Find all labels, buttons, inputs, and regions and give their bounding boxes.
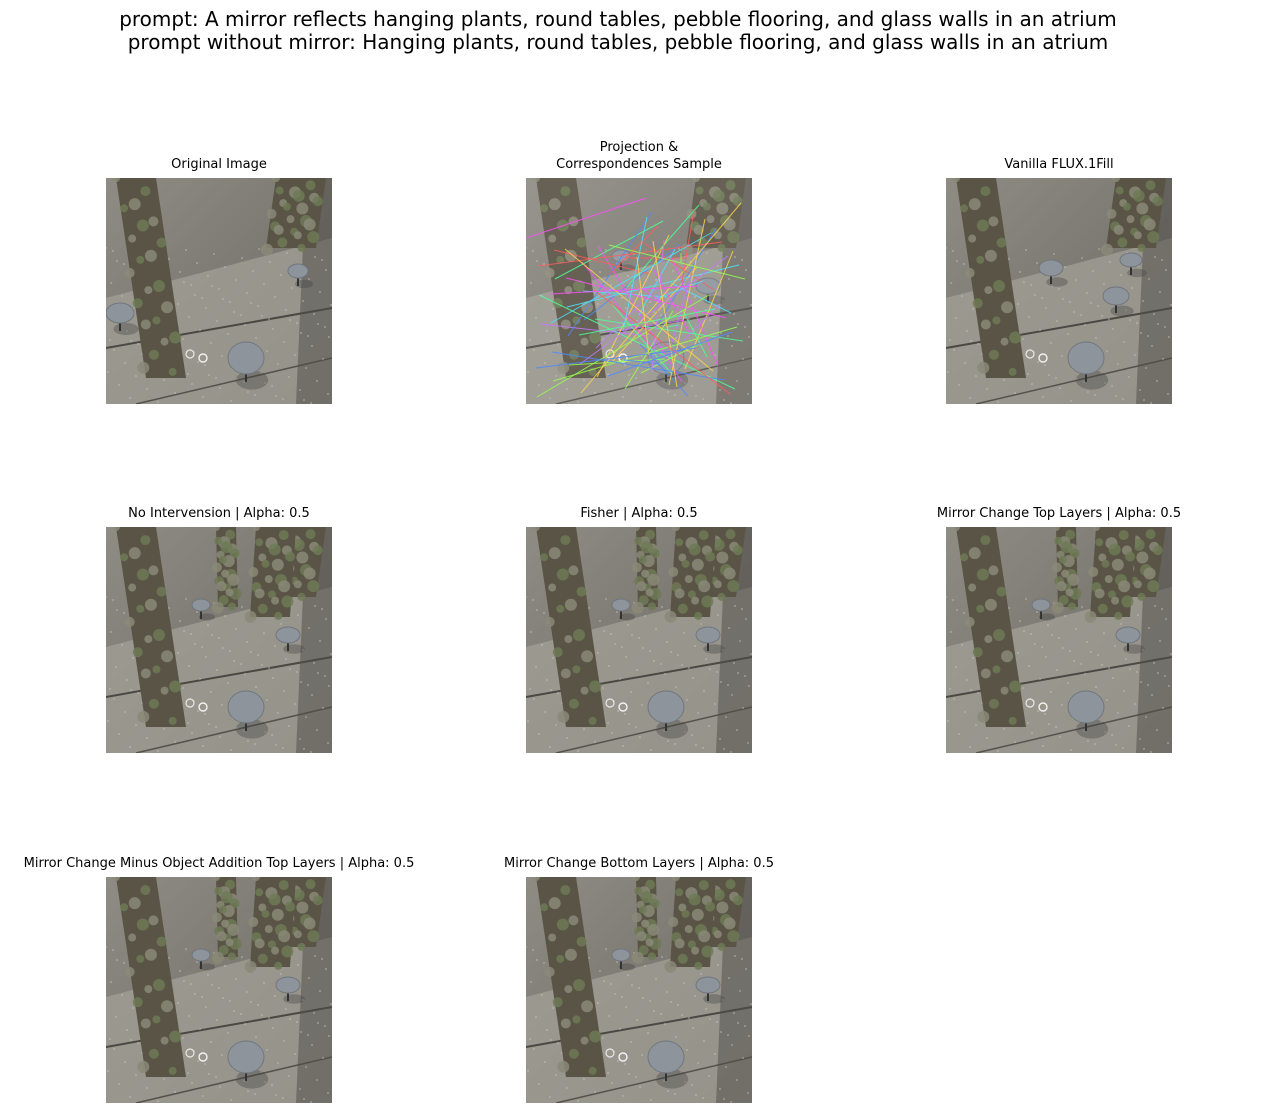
panel-title-mirror-top: Mirror Change Top Layers | Alpha: 0.5 — [936, 506, 1182, 521]
panel-title-no-intervention: No Intervension | Alpha: 0.5 — [128, 506, 310, 521]
panel-image-mirror-bottom — [526, 877, 752, 1103]
panel-title-original: Original Image — [171, 157, 267, 172]
panel-image-mirror-minus-object — [106, 877, 332, 1103]
panel-title-correspondences: Projection & Correspondences Sample — [409, 139, 869, 173]
panel-image-original — [106, 178, 332, 404]
panel-title-correspondences-line-1: Projection & — [599, 140, 679, 155]
panel-title-vanilla: Vanilla FLUX.1Fill — [1004, 157, 1114, 172]
panel-title-mirror-bottom: Mirror Change Bottom Layers | Alpha: 0.5 — [504, 856, 774, 871]
suptitle-line-1: prompt: A mirror reflects hanging plants… — [119, 7, 1117, 31]
panel-title-correspondences-line-2: Correspondences Sample — [556, 157, 722, 172]
panel-image-no-intervention — [106, 527, 332, 753]
panel-image-fisher — [526, 527, 752, 753]
panel-title-fisher: Fisher | Alpha: 0.5 — [580, 506, 698, 521]
panel-image-correspondences — [526, 178, 752, 404]
panel-image-vanilla — [946, 178, 1172, 404]
panel-image-mirror-top — [946, 527, 1172, 753]
panel-title-mirror-minus-object: Mirror Change Minus Object Addition Top … — [23, 856, 415, 871]
figure-suptitle: prompt: A mirror reflects hanging plants… — [0, 8, 1236, 54]
suptitle-line-2: prompt without mirror: Hanging plants, r… — [127, 30, 1109, 54]
